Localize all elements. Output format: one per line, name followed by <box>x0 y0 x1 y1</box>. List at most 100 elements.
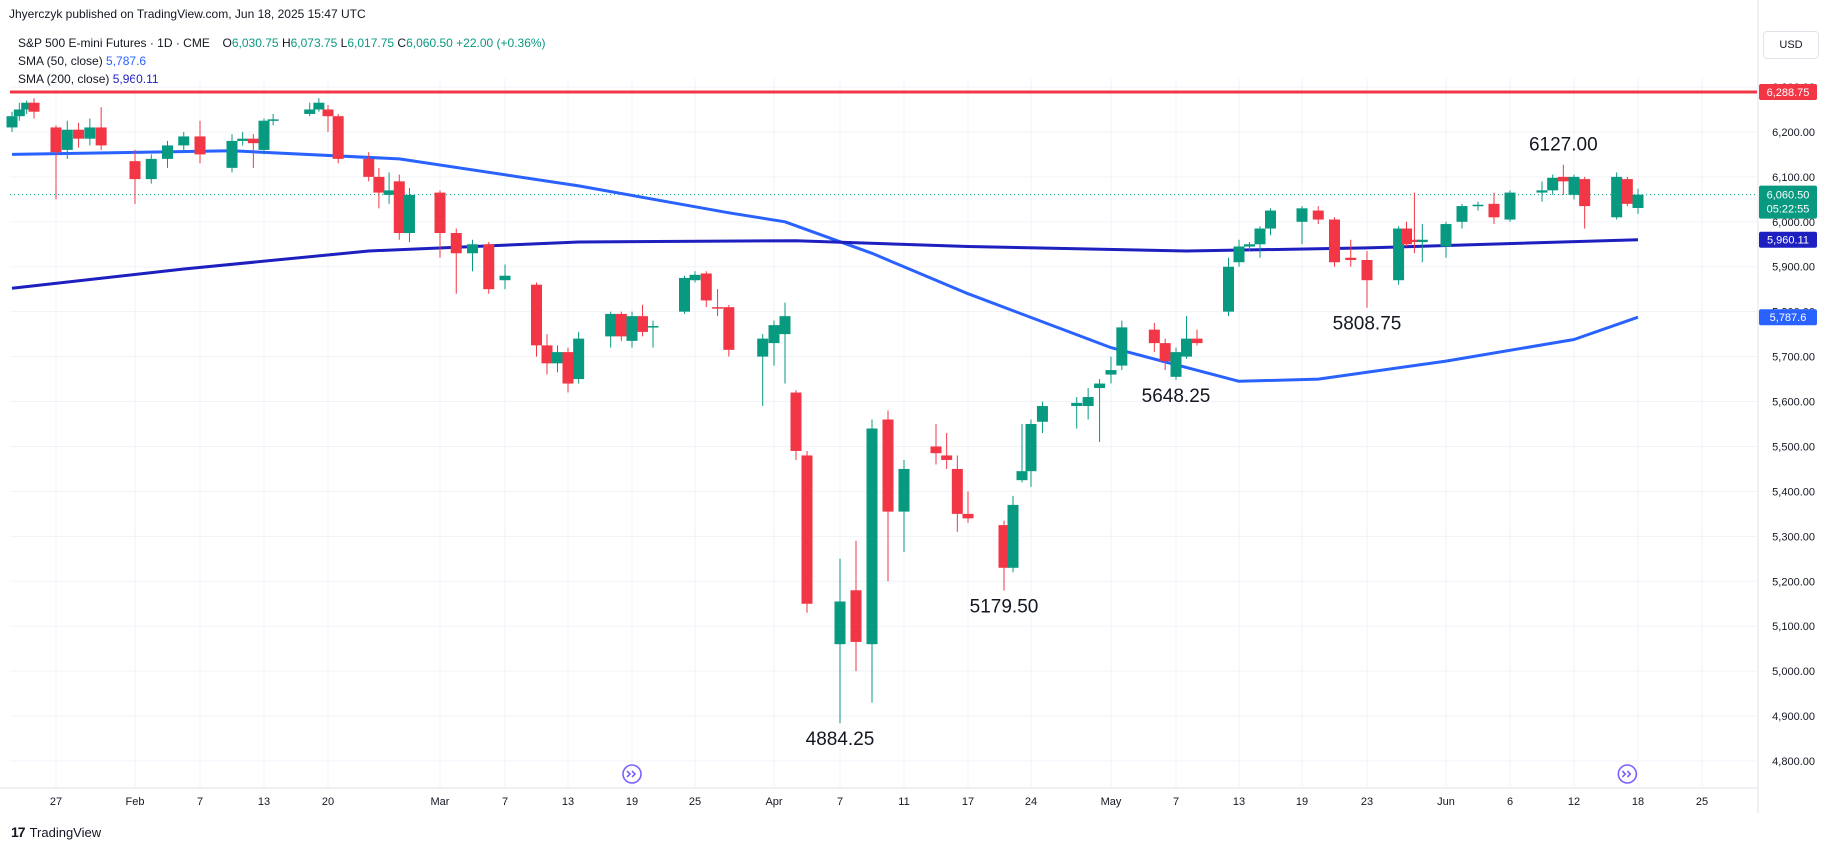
candle <box>790 390 802 460</box>
legend-sma200-row[interactable]: SMA (200, close) 5,960.11 <box>18 70 546 88</box>
candle <box>850 540 862 672</box>
high-value: 6,073.75 <box>290 36 338 50</box>
candle <box>1568 174 1580 200</box>
candle <box>962 491 974 523</box>
currency-button[interactable]: USD <box>1763 31 1819 59</box>
candle <box>499 264 511 290</box>
candle-body <box>483 244 495 290</box>
candle-body <box>700 273 712 301</box>
candle-body <box>1621 179 1633 204</box>
candle <box>1472 201 1484 211</box>
candle <box>679 275 690 314</box>
candle-body <box>61 129 73 150</box>
candle-body <box>162 145 173 159</box>
x-tick-label: 11 <box>898 796 909 808</box>
candle <box>383 172 395 204</box>
candle <box>13 102 25 121</box>
candle <box>541 334 553 375</box>
candle-body <box>1244 244 1255 247</box>
x-tick-label: 20 <box>322 796 334 808</box>
candle-body <box>712 307 724 309</box>
candle-body <box>1265 210 1276 229</box>
y-tick-label: 5,400.00 <box>1772 486 1815 498</box>
candle <box>1401 221 1412 247</box>
candle-body <box>882 419 894 512</box>
candle-body <box>1547 177 1559 191</box>
legend-ohlc-row: S&P 500 E-mini Futures · 1D · CME O6,030… <box>18 34 546 52</box>
candle-body <box>1472 204 1484 207</box>
candle <box>573 331 585 384</box>
candle-body <box>499 275 511 281</box>
candle-body <box>178 136 190 146</box>
price-annotation: 5808.75 <box>1333 314 1402 335</box>
candle <box>801 450 813 613</box>
candle-body <box>1025 424 1037 472</box>
candle <box>332 113 344 164</box>
candle-body <box>1416 239 1428 243</box>
candle <box>1611 172 1623 220</box>
x-tick-label: 6 <box>1507 796 1513 808</box>
candle <box>531 282 542 357</box>
candle-body <box>637 316 648 332</box>
resistance-price-badge-bg <box>1759 84 1817 101</box>
x-tick-label: 7 <box>1173 796 1179 808</box>
candle <box>1504 190 1516 222</box>
candle-body <box>626 316 638 341</box>
candle-body <box>194 136 206 155</box>
tradingview-footer[interactable]: 17 TradingView <box>11 824 101 840</box>
candle <box>1632 188 1644 214</box>
candle-body <box>1393 228 1405 281</box>
candle-body <box>304 109 316 114</box>
candle <box>1082 388 1094 420</box>
candle-body <box>6 116 18 128</box>
candle-body <box>50 127 62 153</box>
y-tick-label: 5,700.00 <box>1772 352 1815 364</box>
candle <box>1036 401 1048 433</box>
x-tick-label: Mar <box>431 796 450 808</box>
candle-body <box>237 138 249 141</box>
x-tick-label: 23 <box>1361 796 1373 808</box>
candle-body <box>1361 259 1373 281</box>
candle-body <box>313 102 325 110</box>
sma50-price-badge-text: 5,787.6 <box>1770 312 1807 324</box>
sma200-price-badge-text: 5,960.11 <box>1767 235 1809 247</box>
candle <box>50 125 62 200</box>
candle <box>28 98 40 119</box>
x-tick-label: 13 <box>562 796 574 808</box>
candle <box>637 304 648 337</box>
candle <box>1094 379 1106 442</box>
candle-body <box>951 468 963 514</box>
candle <box>689 271 701 283</box>
sma200-label: SMA (200, close) <box>18 72 110 86</box>
candle-body <box>1579 179 1591 207</box>
price-annotation: 4884.25 <box>806 729 875 750</box>
change-value: +22.00 (+0.36%) <box>456 36 546 50</box>
candle-body <box>541 345 553 364</box>
candle-body <box>145 158 157 180</box>
legend-sma50-row[interactable]: SMA (50, close) 5,787.6 <box>18 52 546 70</box>
y-tick-label: 5,600.00 <box>1772 397 1815 409</box>
candle-body <box>247 138 259 144</box>
candles <box>6 98 1644 724</box>
last-price-badge: 6,060.50 05:22:55 <box>1759 185 1817 219</box>
event-marker-arrow <box>1621 770 1632 778</box>
candle <box>1223 257 1234 317</box>
candle <box>129 149 141 204</box>
x-tick-label: 7 <box>837 796 843 808</box>
candle-body <box>552 352 563 364</box>
candle <box>483 242 495 294</box>
price-annotation: 6127.00 <box>1529 135 1598 156</box>
candle <box>1105 356 1117 384</box>
x-tick-label: 13 <box>1233 796 1245 808</box>
sma50-value: 5,787.6 <box>106 54 147 68</box>
symbol-title[interactable]: S&P 500 E-mini Futures · 1D · CME <box>18 36 210 50</box>
candle <box>6 111 18 132</box>
candle <box>1296 206 1308 245</box>
candle-body <box>573 338 585 380</box>
event-arrow-icon <box>622 764 642 784</box>
chart-legend: S&P 500 E-mini Futures · 1D · CME O6,030… <box>18 34 546 88</box>
candle <box>941 432 953 469</box>
y-tick-label: 5,200.00 <box>1772 576 1815 588</box>
candle <box>1244 242 1255 252</box>
